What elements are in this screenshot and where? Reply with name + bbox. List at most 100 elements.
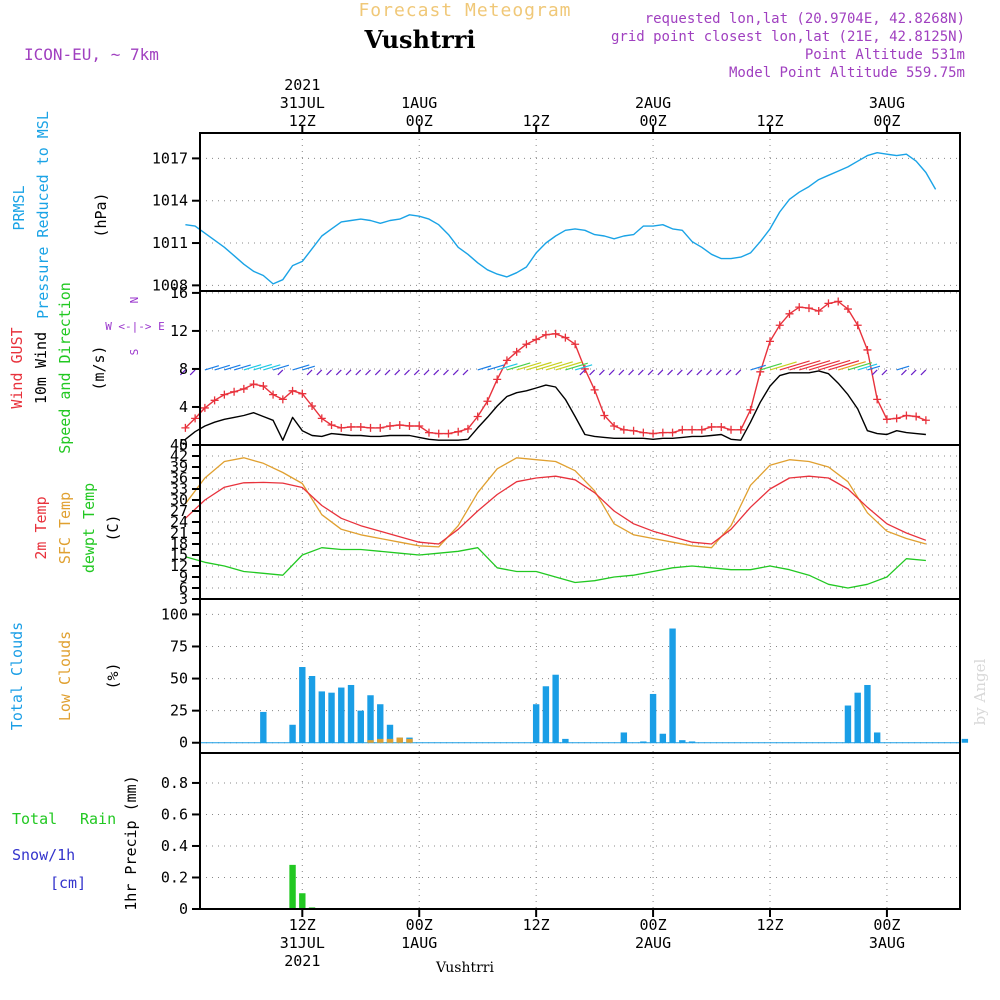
gust-point <box>610 421 619 430</box>
wind-arrow <box>413 369 420 376</box>
wind-arrow <box>189 369 196 376</box>
temp-ytick-label: 30 <box>170 491 188 509</box>
point-altitude: Point Altitude 531m <box>805 47 965 63</box>
time-label-top: 1AUG <box>401 94 437 112</box>
gust-point <box>522 340 531 349</box>
gust-point <box>843 305 852 314</box>
wind-label-unit: (m/s) <box>90 345 108 390</box>
compass-s: S <box>128 349 141 356</box>
gust-point <box>327 421 336 430</box>
total-cloud-bar <box>367 695 374 743</box>
total-cloud-bar <box>318 691 325 743</box>
total-cloud-bar <box>542 686 550 743</box>
wind-arrow <box>818 359 851 371</box>
total-cloud-bar <box>386 724 394 743</box>
total-cloud-bar <box>620 732 628 743</box>
wind-arrow <box>579 369 586 376</box>
gust-point <box>639 428 648 437</box>
wind-arrow <box>676 369 683 376</box>
precip-ytick-label: 0.6 <box>161 805 188 823</box>
gust-point <box>746 405 755 414</box>
gust-point <box>366 423 375 432</box>
wind-arrow <box>214 364 230 371</box>
gust-point <box>892 414 901 423</box>
wind-arrow <box>896 365 910 371</box>
wind-arrow <box>881 369 888 376</box>
wind-arrow <box>497 363 518 371</box>
time-label-bottom: 00Z <box>406 916 433 934</box>
wind-ytick-label: 0 <box>179 436 188 454</box>
gust-point <box>308 402 317 411</box>
gust-point <box>814 306 823 315</box>
wind-arrow <box>838 361 866 371</box>
gust-point <box>230 387 239 396</box>
gust-point <box>717 422 726 431</box>
wind10m-line <box>184 370 926 441</box>
rain-bar <box>289 864 296 909</box>
wind-arrow <box>910 369 917 376</box>
clouds-ytick-label: 100 <box>161 605 188 623</box>
wind-arrow <box>867 365 881 371</box>
total-cloud-bar <box>640 741 647 743</box>
time-label-bottom: 00Z <box>873 916 900 934</box>
temp-ytick-label: 24 <box>170 513 188 531</box>
wind-arrow <box>750 364 766 371</box>
pressure-label-long: Pressure Reduced to MSL <box>34 111 52 319</box>
gust-point <box>727 425 736 434</box>
wind-label-gust: Wind GUST <box>8 327 26 408</box>
wind-arrow <box>224 364 241 371</box>
wind-arrow <box>667 369 673 376</box>
time-label-top: 00Z <box>873 112 900 130</box>
total-cloud-bar <box>552 674 559 743</box>
gust-point <box>736 425 745 434</box>
gust-point <box>561 333 570 342</box>
time-label-top: 2021 <box>284 76 320 94</box>
gust-point <box>386 421 394 430</box>
gust-point <box>454 427 463 436</box>
gust-point <box>434 429 443 438</box>
wind-arrow <box>555 361 583 371</box>
precip-label-rain: Rain <box>80 810 116 828</box>
pressure-label-unit: (hPa) <box>92 192 110 237</box>
precip-label-total: Total <box>12 810 57 828</box>
low-cloud-bar <box>386 738 394 743</box>
wind-arrow <box>374 369 381 376</box>
temp-ytick-label: 6 <box>179 579 188 597</box>
gust-point <box>824 299 833 308</box>
wind-arrow <box>760 362 782 371</box>
wind-arrow <box>565 362 588 371</box>
gust-point <box>405 421 414 430</box>
gust-point <box>415 421 424 430</box>
wind-arrow <box>433 369 440 376</box>
pressure-ytick-label: 1014 <box>152 192 188 210</box>
clouds-ytick-label: 0 <box>179 734 188 752</box>
total-cloud-bar <box>308 676 316 743</box>
gust-point <box>395 421 404 430</box>
footer-station: Vushtrri <box>435 960 494 976</box>
wind-arrow <box>545 361 573 371</box>
frames-layer <box>199 132 961 910</box>
precip-ytick-label: 0.4 <box>161 837 188 855</box>
gust-point <box>298 389 307 398</box>
wind-arrow <box>243 364 262 371</box>
total-cloud-bar <box>562 738 569 743</box>
temp-label-sfc: SFC Temp <box>56 492 74 564</box>
wind-arrow <box>292 364 310 371</box>
wind-arrow <box>535 361 563 371</box>
gust-point <box>785 309 794 318</box>
gust-point <box>493 375 502 384</box>
time-label-top: 31JUL <box>280 94 325 112</box>
total-cloud-bar <box>347 684 355 743</box>
time-label-bottom: 12Z <box>523 916 550 934</box>
time-label-bottom: 00Z <box>640 916 667 934</box>
temp-label-2m: 2m Temp <box>32 496 50 559</box>
gust-point <box>649 429 658 438</box>
gust-point <box>912 412 921 421</box>
time-label-bottom: 3AUG <box>869 934 905 952</box>
wind-arrow <box>647 369 654 376</box>
total-cloud-bar <box>688 741 696 743</box>
gust-point <box>502 356 511 365</box>
total-cloud-bar <box>299 667 306 743</box>
wind-arrow <box>779 360 810 371</box>
axes-layer: 1008101110141017048121636912151821242730… <box>152 76 905 970</box>
